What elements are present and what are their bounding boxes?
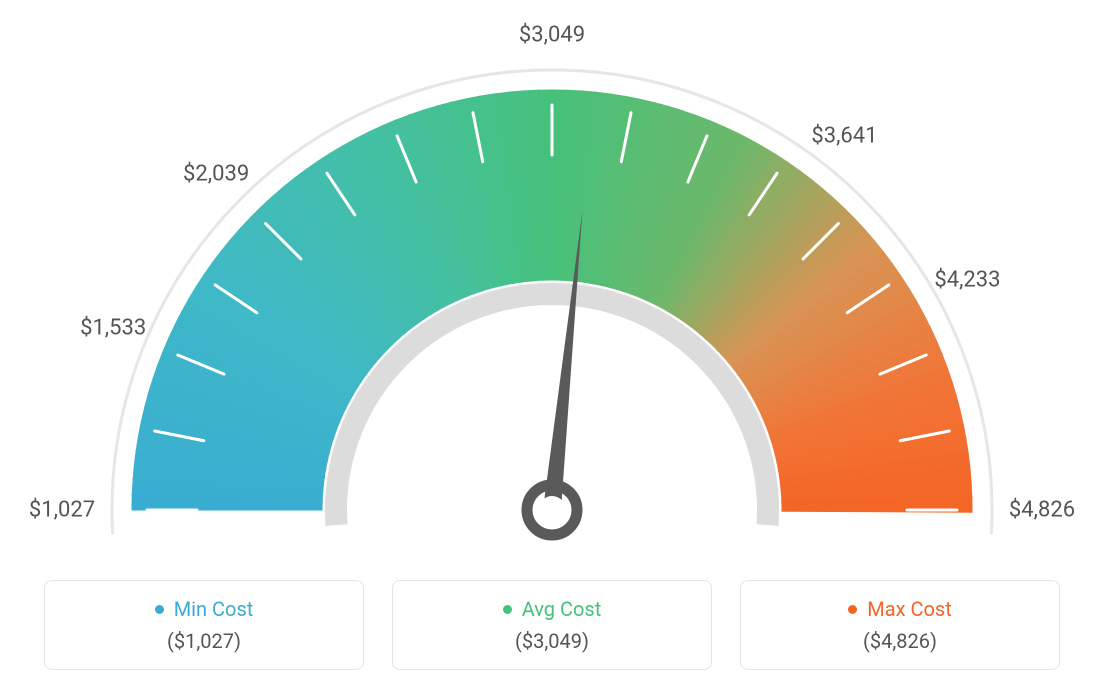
gauge-label: $4,826 bbox=[1009, 498, 1075, 523]
gauge-chart: $1,027 $1,533 $2,039 $3,049 $3,641 $4,233 $4,8… bbox=[0, 0, 1104, 560]
legend-max-value: ($4,826) bbox=[863, 629, 937, 653]
legend-avg-title-row: Avg Cost bbox=[503, 597, 602, 621]
legend-avg-cost: Avg Cost ($3,049) bbox=[392, 580, 712, 670]
legend-max-title-row: Max Cost bbox=[848, 597, 952, 621]
gauge-label: $3,641 bbox=[811, 123, 877, 148]
legend-dot-avg bbox=[503, 605, 512, 614]
legend-avg-value: ($3,049) bbox=[515, 629, 589, 653]
gauge-label: $2,039 bbox=[183, 162, 249, 187]
legend-row: Min Cost ($1,027) Avg Cost ($3,049) Max … bbox=[0, 580, 1104, 670]
gauge-label: $1,027 bbox=[29, 498, 95, 523]
legend-min-value: ($1,027) bbox=[167, 629, 241, 653]
legend-avg-title: Avg Cost bbox=[522, 597, 602, 621]
legend-max-title: Max Cost bbox=[867, 597, 952, 621]
legend-dot-min bbox=[155, 605, 164, 614]
legend-min-cost: Min Cost ($1,027) bbox=[44, 580, 364, 670]
legend-min-title: Min Cost bbox=[174, 597, 254, 621]
legend-max-cost: Max Cost ($4,826) bbox=[740, 580, 1060, 670]
gauge-label: $3,049 bbox=[519, 23, 585, 48]
gauge-label: $4,233 bbox=[934, 267, 1000, 292]
legend-min-title-row: Min Cost bbox=[155, 597, 254, 621]
gauge-label: $1,533 bbox=[80, 316, 146, 341]
legend-dot-max bbox=[848, 605, 857, 614]
